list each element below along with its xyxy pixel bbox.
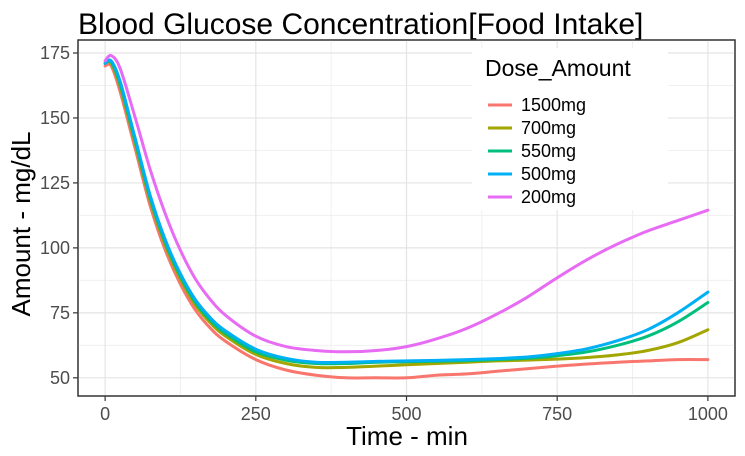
legend-item: 500mg — [488, 164, 576, 184]
y-tick-label: 75 — [50, 303, 70, 323]
legend-label: 700mg — [521, 118, 576, 138]
legend-title: Dose_Amount — [485, 55, 631, 81]
series-line-1500mg — [103, 62, 710, 380]
y-tick-label: 150 — [40, 108, 70, 128]
plot-border — [77, 39, 736, 397]
y-tick-labels: 50 75 100 125 150 175 — [40, 43, 70, 388]
x-axis-title: Time - min — [346, 421, 468, 451]
x-tick-label: 750 — [542, 404, 572, 424]
legend-item: 200mg — [488, 187, 576, 207]
legend-item: 700mg — [488, 118, 576, 138]
x-tick-labels: 0 250 500 750 1000 — [100, 404, 728, 424]
y-axis-title: Amount - mg/dL — [6, 132, 36, 317]
legend: Dose_Amount 1500mg 700mg 550mg 500mg 200mg — [472, 48, 668, 210]
legend-items: 1500mg 700mg 550mg 500mg 200mg — [488, 95, 586, 207]
x-tick-label: 0 — [100, 404, 110, 424]
series-line-200mg — [103, 53, 710, 354]
x-tick-label: 250 — [241, 404, 271, 424]
chart-title: Blood Glucose Concentration[Food Intake] — [78, 8, 643, 41]
legend-label: 1500mg — [521, 95, 586, 115]
legend-label: 200mg — [521, 187, 576, 207]
legend-item: 1500mg — [488, 95, 586, 115]
x-tick-label: 500 — [391, 404, 421, 424]
y-tick-label: 125 — [40, 173, 70, 193]
y-tick-label: 100 — [40, 238, 70, 258]
series-lines — [103, 53, 710, 380]
legend-label: 500mg — [521, 164, 576, 184]
y-tick-label: 50 — [50, 368, 70, 388]
legend-item: 550mg — [488, 141, 576, 161]
y-tick-label: 175 — [40, 43, 70, 63]
axes-ticks — [73, 52, 709, 401]
x-tick-label: 1000 — [688, 404, 728, 424]
series-line-500mg — [103, 58, 710, 365]
legend-label: 550mg — [521, 141, 576, 161]
